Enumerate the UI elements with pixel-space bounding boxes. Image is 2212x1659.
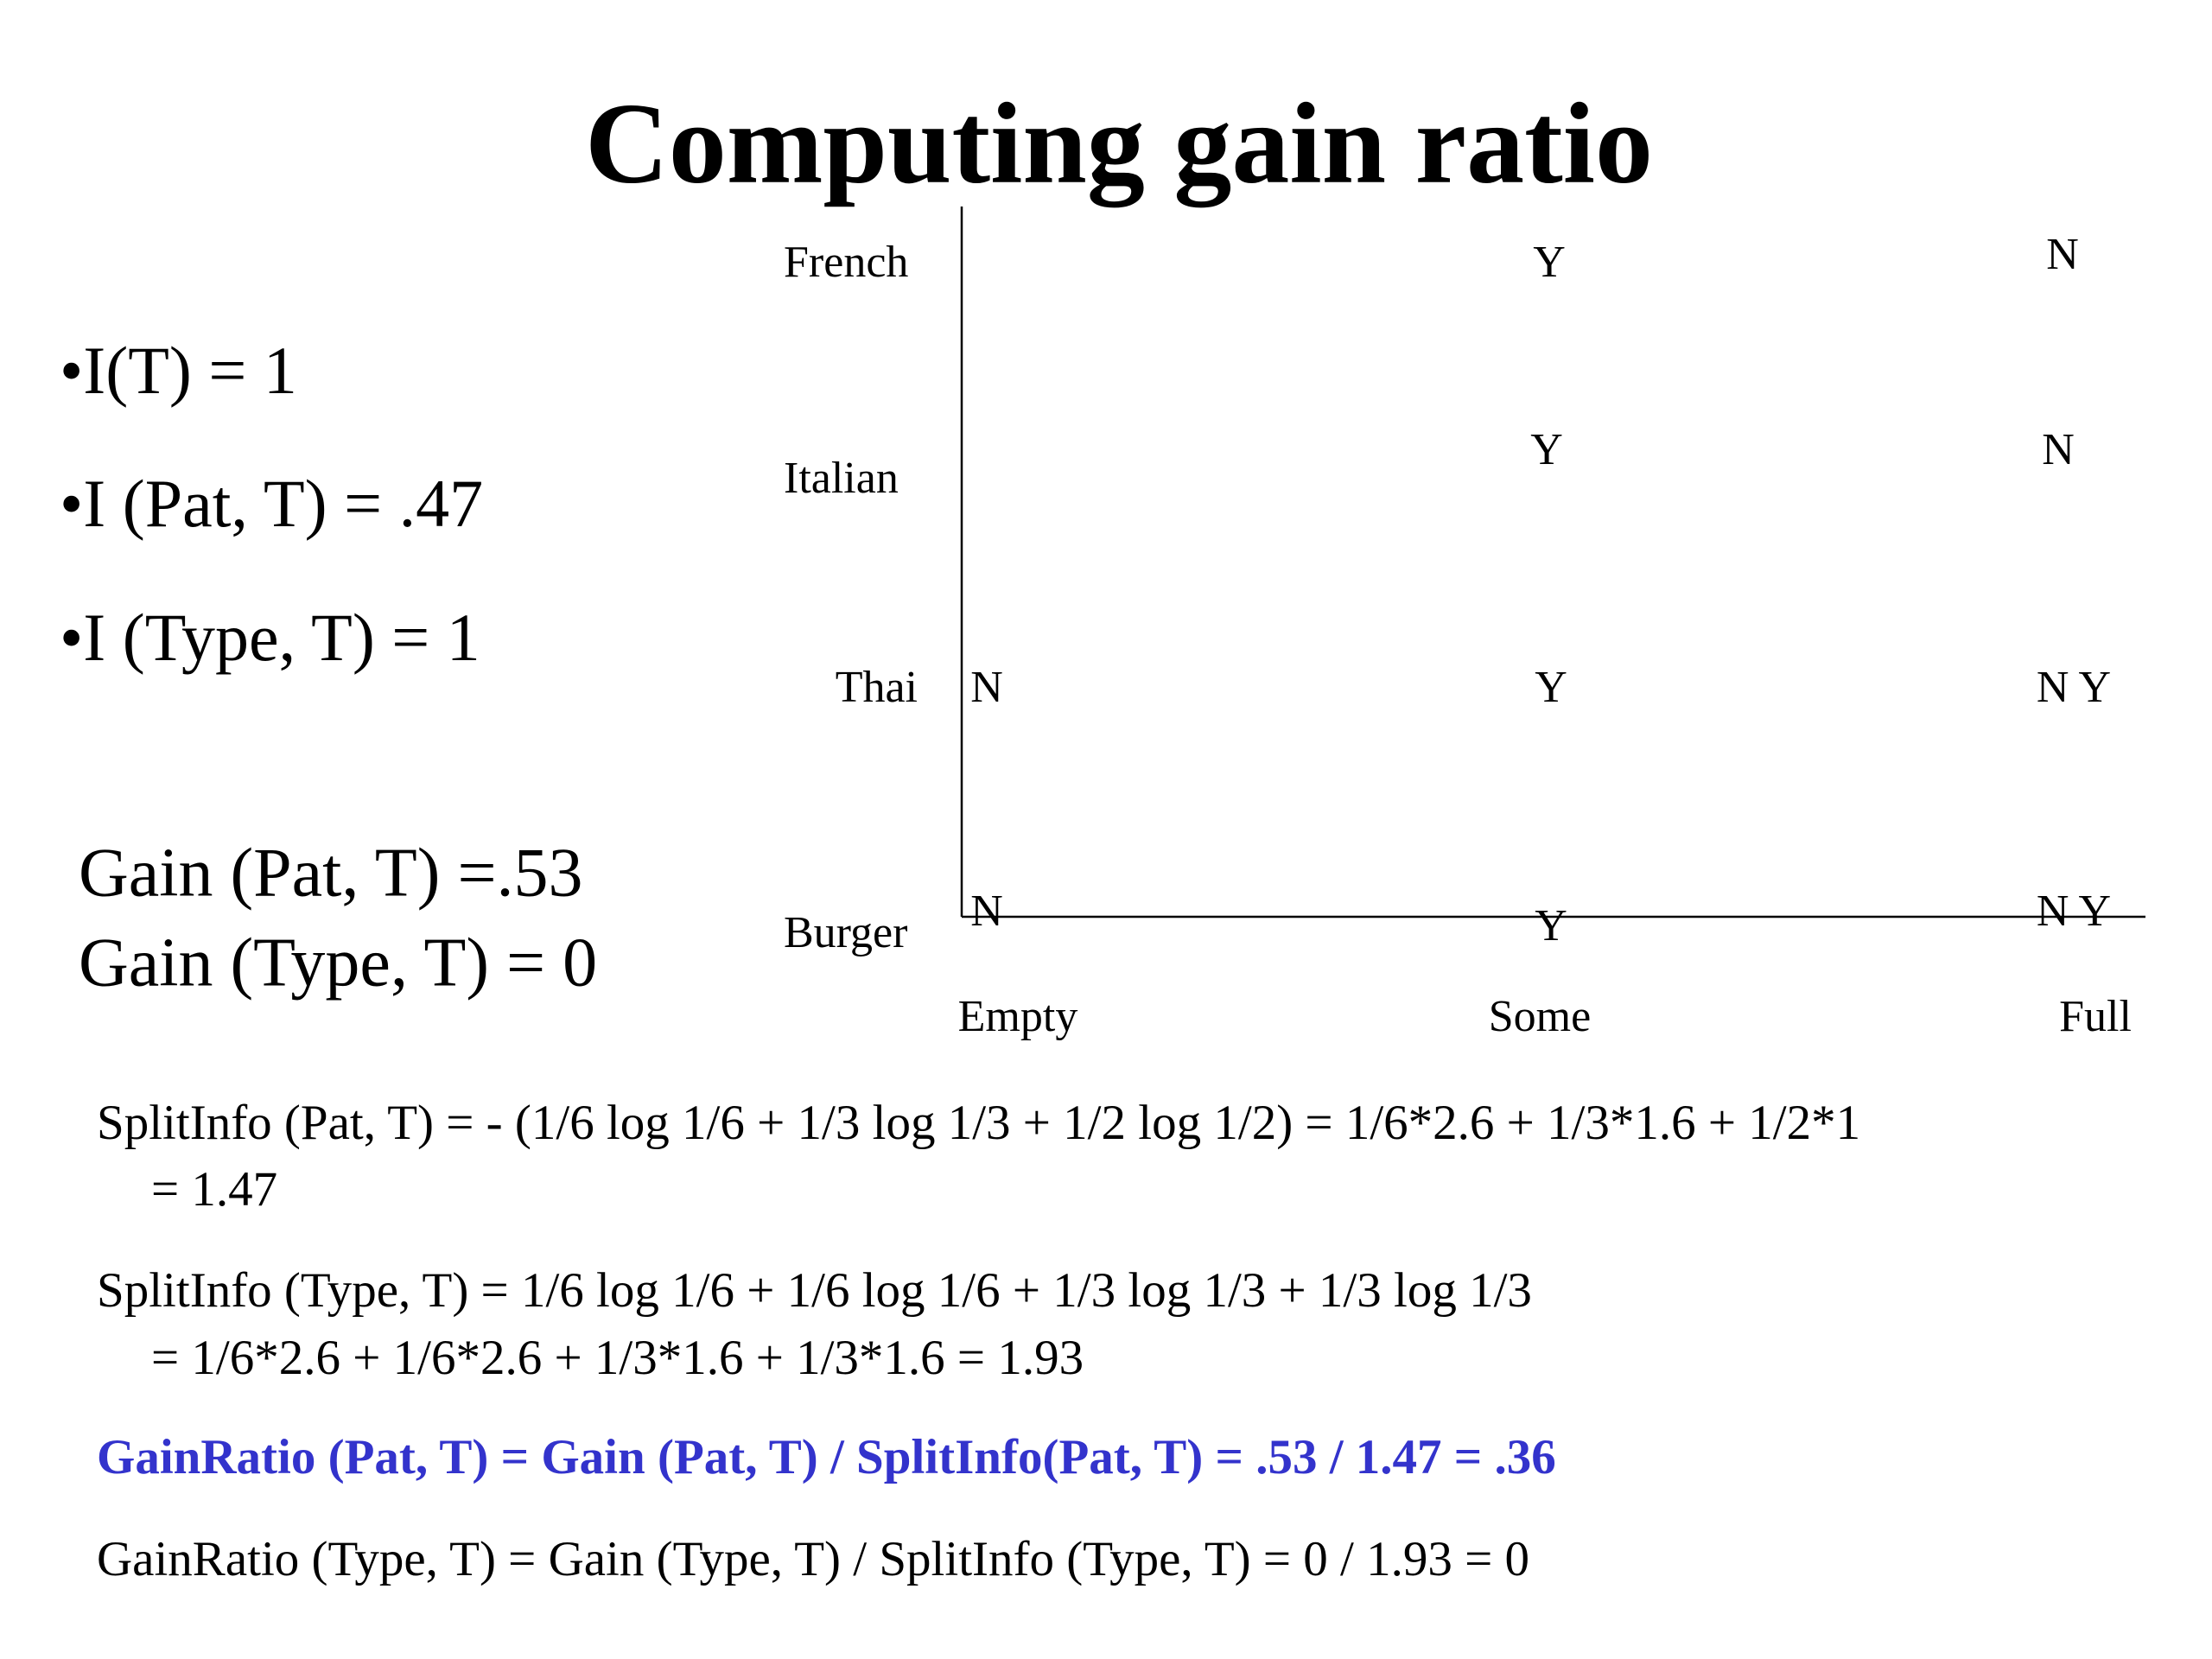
row-label: Italian (784, 454, 899, 503)
bullet-item: •I(T) = 1 (60, 333, 297, 408)
cell-mark: N (970, 887, 1003, 936)
formula-line: = 1/6*2.6 + 1/6*2.6 + 1/3*1.6 + 1/3*1.6 … (151, 1331, 1084, 1385)
column-label: Full (2059, 992, 2132, 1041)
row-label: Burger (784, 908, 907, 957)
cell-mark: N Y (2037, 663, 2111, 712)
cell-mark: N Y (2037, 887, 2111, 936)
cell-mark: Y (1535, 901, 1567, 950)
slide-title: Computing gain ratio (585, 79, 1653, 208)
formula-line: GainRatio (Pat, T) = Gain (Pat, T) / Spl… (97, 1430, 1556, 1484)
formula-line: SplitInfo (Type, T) = 1/6 log 1/6 + 1/6 … (97, 1263, 1532, 1318)
gain-line: Gain (Type, T) = 0 (79, 925, 597, 1001)
column-label: Empty (958, 992, 1078, 1041)
cell-mark: Y (1535, 663, 1567, 712)
formula-line: SplitInfo (Pat, T) = - (1/6 log 1/6 + 1/… (97, 1096, 1860, 1150)
row-label: French (784, 238, 908, 287)
gain-line: Gain (Pat, T) =.53 (79, 835, 583, 911)
cell-mark: Y (1533, 238, 1566, 287)
cell-mark: Y (1530, 425, 1563, 474)
cell-mark: N (2042, 425, 2075, 474)
formula-line: = 1.47 (151, 1162, 277, 1217)
row-label: Thai (836, 663, 918, 712)
column-label: Some (1489, 992, 1591, 1041)
bullet-item: •I (Pat, T) = .47 (60, 466, 483, 541)
cell-mark: N (970, 663, 1003, 712)
bullet-item: •I (Type, T) = 1 (60, 600, 480, 675)
cell-mark: N (2046, 230, 2079, 279)
formula-line: GainRatio (Type, T) = Gain (Type, T) / S… (97, 1532, 1529, 1586)
